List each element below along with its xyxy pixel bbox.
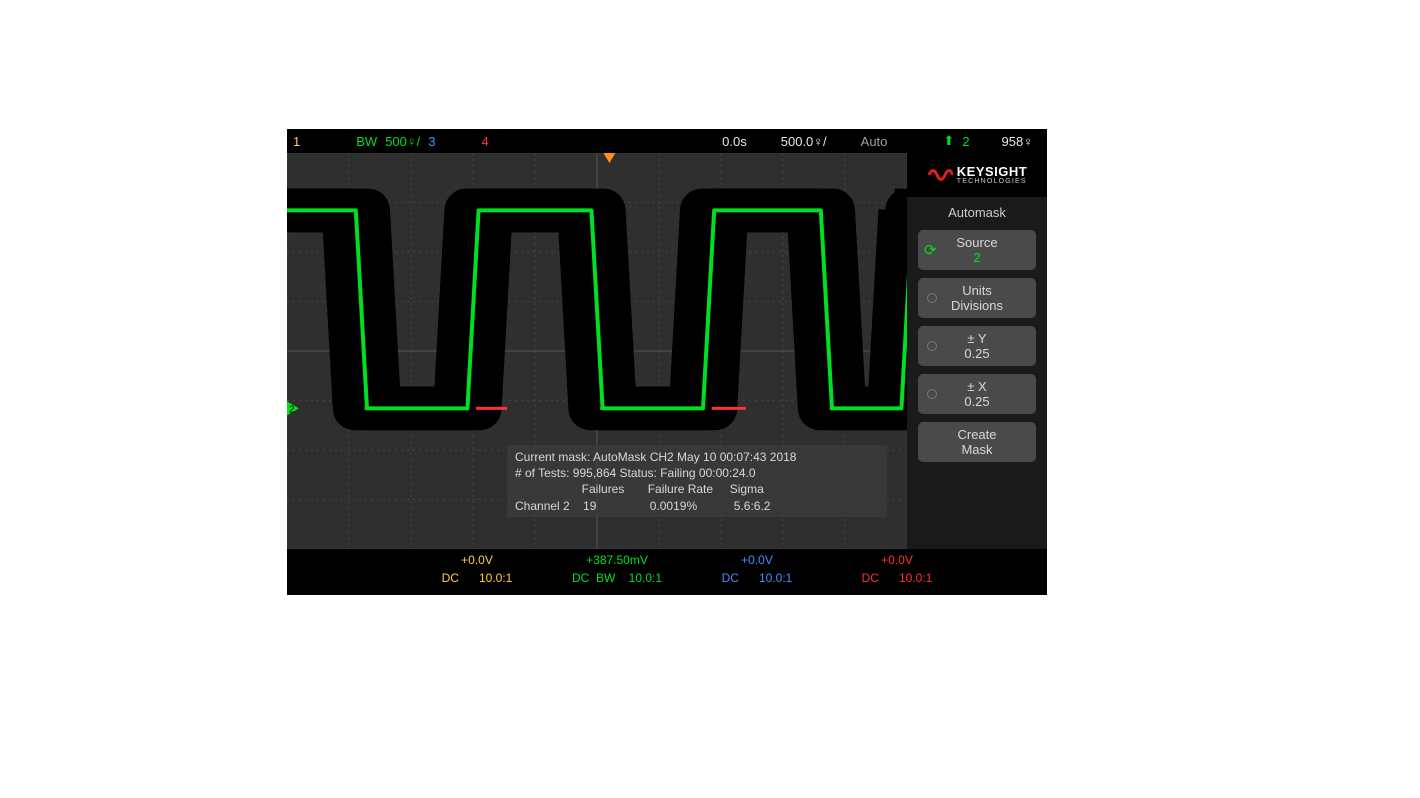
brand-logo: KEYSIGHT TECHNOLOGIES bbox=[907, 153, 1047, 197]
oscilloscope-screen: 1 BW 500♀/ 3 4 0.0s 500.0♀/ Auto ⬆ 2 958… bbox=[287, 129, 1047, 595]
keysight-wave-icon bbox=[927, 162, 953, 188]
create-line1: Create bbox=[957, 427, 996, 442]
menu-title: Automask bbox=[907, 197, 1047, 226]
brand-name: KEYSIGHT bbox=[957, 165, 1027, 178]
mask-info-header: Failures Failure Rate Sigma bbox=[515, 481, 879, 497]
ch1-probe: DC 10.0:1 bbox=[407, 571, 547, 585]
ch1-indicator: 1 bbox=[293, 134, 300, 149]
rotary-knob-icon: ⟳ bbox=[924, 241, 937, 259]
svg-text:2: 2 bbox=[289, 404, 295, 415]
ch3-probe: DC 10.0:1 bbox=[687, 571, 827, 585]
source-label: Source bbox=[956, 235, 997, 250]
brand-sub: TECHNOLOGIES bbox=[957, 178, 1027, 185]
units-line1: Units bbox=[962, 283, 992, 298]
timebase-position: 0.0s bbox=[722, 134, 747, 149]
mask-test-info-panel: Current mask: AutoMask CH2 May 10 00:07:… bbox=[507, 445, 887, 517]
create-mask-button[interactable]: Create Mask bbox=[918, 422, 1036, 462]
waveform-display[interactable]: 2 Current mask: AutoMask CH2 May 10 00:0… bbox=[287, 153, 907, 549]
trigger-edge-icon: ⬆ bbox=[943, 133, 954, 149]
ch2-probe: DC BW 10.0:1 bbox=[547, 571, 687, 585]
mask-info-line2: # of Tests: 995,864 Status: Failing 00:0… bbox=[515, 465, 879, 481]
ch1-offset: +0.0V bbox=[407, 553, 547, 567]
channel-status-bar: +0.0V +387.50mV +0.0V +0.0V DC 10.0:1 DC… bbox=[287, 549, 1047, 595]
ch2-bw-indicator: BW bbox=[356, 134, 377, 149]
y-tolerance-button[interactable]: ± Y 0.25 bbox=[918, 326, 1036, 366]
timebase-scale: 500.0♀/ bbox=[781, 134, 827, 149]
top-status-bar: 1 BW 500♀/ 3 4 0.0s 500.0♀/ Auto ⬆ 2 958… bbox=[287, 129, 1047, 153]
trigger-level: 958♀ bbox=[1002, 134, 1033, 149]
ch4-indicator: 4 bbox=[481, 134, 488, 149]
ch4-probe: DC 10.0:1 bbox=[827, 571, 967, 585]
ch3-offset: +0.0V bbox=[687, 553, 827, 567]
units-button[interactable]: Units Divisions bbox=[918, 278, 1036, 318]
source-value: 2 bbox=[973, 250, 980, 265]
create-line2: Mask bbox=[961, 442, 992, 457]
mask-info-line1: Current mask: AutoMask CH2 May 10 00:07:… bbox=[515, 449, 879, 465]
source-button[interactable]: ⟳ Source 2 bbox=[918, 230, 1036, 270]
ch2-offset: +387.50mV bbox=[547, 553, 687, 567]
mask-info-row: Channel 2 19 0.0019% 5.6:6.2 bbox=[515, 498, 879, 514]
x-tol-label: ± X bbox=[967, 379, 986, 394]
ch3-indicator: 3 bbox=[428, 134, 435, 149]
ch2-scale: 500♀/ bbox=[385, 134, 420, 149]
trigger-mode: Auto bbox=[861, 134, 888, 149]
y-tol-label: ± Y bbox=[967, 331, 986, 346]
ch4-offset: +0.0V bbox=[827, 553, 967, 567]
units-line2: Divisions bbox=[951, 298, 1003, 313]
y-tol-value: 0.25 bbox=[964, 346, 989, 361]
x-tolerance-button[interactable]: ± X 0.25 bbox=[918, 374, 1036, 414]
trigger-channel: 2 bbox=[962, 134, 969, 149]
x-tol-value: 0.25 bbox=[964, 394, 989, 409]
softkey-sidebar: KEYSIGHT TECHNOLOGIES Automask ⟳ Source … bbox=[907, 153, 1047, 549]
